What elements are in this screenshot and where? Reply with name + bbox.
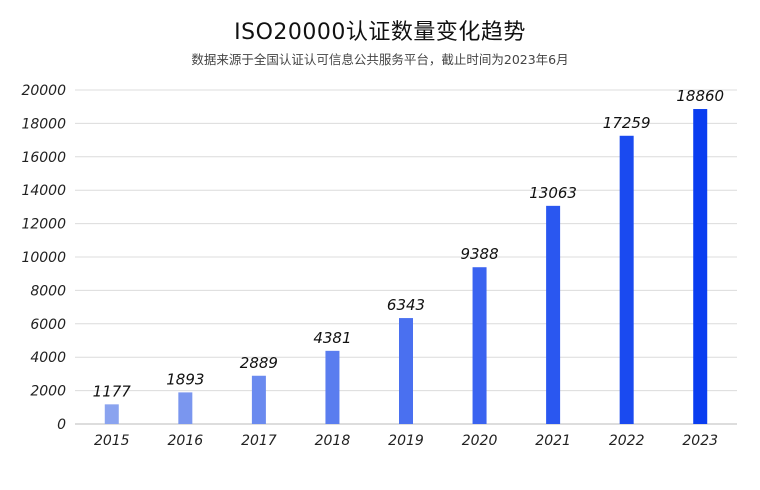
x-tick-label: 2015: [94, 433, 130, 449]
y-tick-label: 16000: [21, 150, 66, 166]
data-label: 9388: [460, 245, 498, 263]
x-tick-label: 2022: [609, 433, 645, 449]
x-tick-label: 2020: [462, 433, 498, 449]
bar: [325, 350, 340, 424]
x-tick-label: 2016: [168, 433, 204, 449]
bar: [619, 135, 634, 424]
chart-title: ISO20000认证数量变化趋势: [234, 20, 526, 45]
bar: [546, 205, 561, 424]
y-tick-label: 2000: [30, 384, 66, 400]
bar: [104, 404, 119, 424]
bar: [251, 375, 266, 424]
y-tick-label: 6000: [30, 317, 66, 333]
y-tick-label: 0: [57, 417, 66, 433]
y-tick-label: 14000: [21, 183, 66, 199]
y-tick-label: 8000: [30, 283, 66, 299]
data-label: 18860: [676, 87, 724, 105]
y-tick-label: 18000: [21, 116, 66, 132]
data-label: 13063: [529, 184, 577, 202]
x-tick-label: 2021: [535, 433, 571, 449]
data-label: 2889: [240, 354, 278, 372]
data-label: 1177: [93, 382, 132, 400]
y-tick-label: 4000: [30, 350, 66, 366]
y-tick-label: 10000: [21, 250, 66, 266]
y-tick-label: 12000: [21, 217, 66, 233]
chart-subtitle: 数据来源于全国认证认可信息公共服务平台，截止时间为2023年6月: [191, 52, 569, 67]
x-tick-label: 2018: [315, 433, 351, 449]
bar: [178, 392, 193, 424]
data-label: 6343: [387, 296, 425, 314]
x-tick-label: 2023: [682, 433, 718, 449]
bar: [472, 267, 487, 424]
data-label: 4381: [313, 329, 351, 347]
data-label: 17259: [603, 114, 651, 132]
y-tick-label: 20000: [21, 83, 66, 99]
x-tick-label: 2019: [388, 433, 424, 449]
x-tick-label: 2017: [241, 433, 277, 449]
data-label: 1893: [166, 370, 204, 388]
bar: [399, 318, 413, 424]
bar: [693, 109, 708, 425]
